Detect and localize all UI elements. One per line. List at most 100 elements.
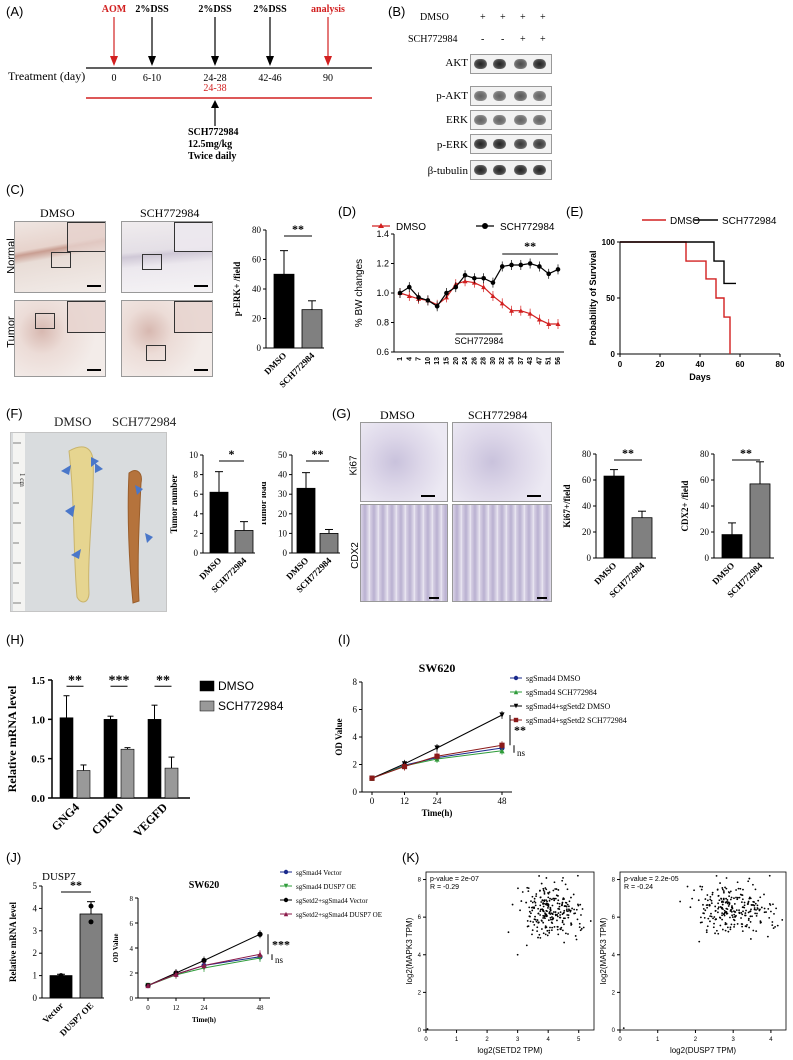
bar	[49, 975, 73, 999]
scatter-point	[767, 907, 770, 910]
data-point	[499, 742, 505, 748]
scatter-point	[517, 887, 519, 890]
y-tick-label: 2	[418, 990, 422, 996]
scatter-point	[546, 910, 548, 913]
scatter-point	[723, 914, 726, 917]
scatter-point	[717, 902, 720, 905]
scatter-point	[708, 904, 711, 907]
scatter-point	[752, 900, 755, 903]
y-axis-label: Probability of Survival	[588, 250, 598, 345]
bar	[120, 748, 135, 799]
scatter-point	[537, 912, 540, 915]
legend-label: sgSmad4 SCH772984	[526, 688, 597, 697]
scatter-point	[544, 917, 546, 920]
legend-label-sch: SCH772984	[500, 222, 555, 233]
data-point	[257, 931, 263, 937]
scatter-point	[693, 889, 695, 892]
x-axis-label: Time(h)	[422, 808, 453, 818]
scatter-point	[727, 905, 730, 907]
scatter-point	[735, 889, 737, 891]
scatter-point	[699, 885, 702, 888]
scatter-point	[531, 901, 534, 904]
scatter-point	[691, 897, 694, 900]
scatter-point	[725, 877, 728, 879]
scatter-point	[772, 927, 775, 929]
scatter-point	[719, 917, 722, 919]
significance-label: **	[312, 447, 324, 461]
scatter-point	[706, 899, 709, 902]
y-tick-label: 40	[700, 501, 710, 511]
scatter-point	[579, 929, 582, 932]
scatter-point	[730, 908, 732, 911]
scatter-point	[542, 887, 545, 890]
scatter-point	[710, 912, 712, 915]
scatter-point	[548, 931, 551, 934]
scatter-point	[728, 891, 731, 894]
data-point	[546, 321, 552, 326]
scatter-point	[737, 887, 740, 890]
scatter-point	[553, 899, 556, 902]
scatter-point	[733, 897, 735, 900]
scatter-point	[562, 917, 565, 920]
scatter-point	[701, 921, 703, 924]
scatter-point	[738, 896, 741, 899]
legend-label: sgSmad4+sgSetd2 DMSO	[526, 702, 611, 711]
scatter-point	[739, 893, 742, 896]
scatter-point	[547, 896, 550, 899]
scatter-point	[578, 926, 581, 929]
legend-marker-sch	[482, 223, 488, 229]
ihc-cdx2-dmso	[360, 504, 448, 602]
scatter-point	[753, 907, 756, 909]
scatter-point	[730, 923, 733, 926]
data-point	[481, 284, 487, 290]
bar	[749, 483, 771, 559]
scatter-point	[544, 933, 547, 936]
x-tick-label: 47	[536, 357, 543, 365]
data-point	[527, 261, 533, 266]
scatter-point	[729, 898, 732, 901]
scatter-point	[561, 929, 564, 932]
scatter-point	[511, 903, 514, 906]
x-axis-label: Days	[689, 372, 711, 382]
scatter-point	[748, 896, 751, 899]
scatter-point	[698, 940, 701, 943]
scatter-point	[734, 915, 737, 918]
scatter-point	[563, 911, 565, 914]
scatter-point	[775, 907, 778, 910]
dmso-row-label: DMSO	[420, 12, 449, 23]
scatter-point	[589, 920, 592, 922]
legend-label: SCH772984	[218, 699, 284, 713]
significance-label: **	[292, 222, 304, 236]
scatter-point	[721, 912, 724, 915]
y-axis-label: Tumor load	[262, 482, 268, 527]
blot-treatment-header: DMSO SCH772984 + + + + - - + +	[408, 12, 550, 52]
data-point	[462, 273, 468, 278]
stat-pvalue: p-value = 2.2e-05	[624, 876, 679, 883]
scatter-point	[549, 916, 552, 919]
scatter-point	[727, 901, 730, 904]
bar	[79, 913, 103, 999]
scatter-point	[724, 886, 726, 889]
scatter-point	[542, 921, 545, 924]
scatter-point	[768, 902, 771, 905]
scatter-point	[528, 910, 531, 913]
scatter-point	[547, 892, 550, 895]
y-axis-label: Tumor number	[169, 475, 179, 534]
timeline-event-arrowhead	[211, 56, 219, 66]
data-point	[513, 717, 519, 723]
scatter-point	[530, 912, 532, 915]
x-tick-label: 0	[370, 796, 375, 806]
x-tick-label: 48	[498, 796, 508, 806]
y-tick-label: 50	[278, 450, 288, 460]
scatter-point	[531, 909, 534, 912]
scatter-point	[566, 903, 569, 906]
scatter-point	[700, 888, 703, 891]
scatter-point	[559, 928, 562, 930]
legend-label: sgSmad4+sgSetd2 SCH772984	[526, 716, 627, 725]
y-tick-label: 60	[700, 475, 710, 485]
drug-arrow-head	[211, 100, 219, 108]
scatter-point	[540, 901, 543, 903]
scatter-point	[721, 903, 724, 906]
scatter-point	[707, 917, 710, 920]
